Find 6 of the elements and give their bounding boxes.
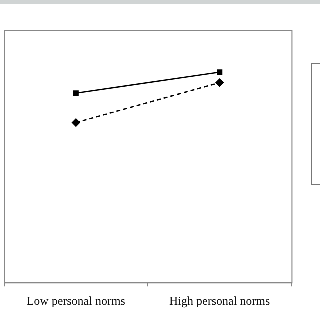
point — [216, 78, 224, 88]
point — [72, 118, 80, 127]
x-tick-label: Low personal norms — [26, 294, 126, 308]
point — [73, 90, 79, 96]
point — [217, 70, 223, 76]
x-tick-label: High personal norms — [170, 294, 271, 308]
